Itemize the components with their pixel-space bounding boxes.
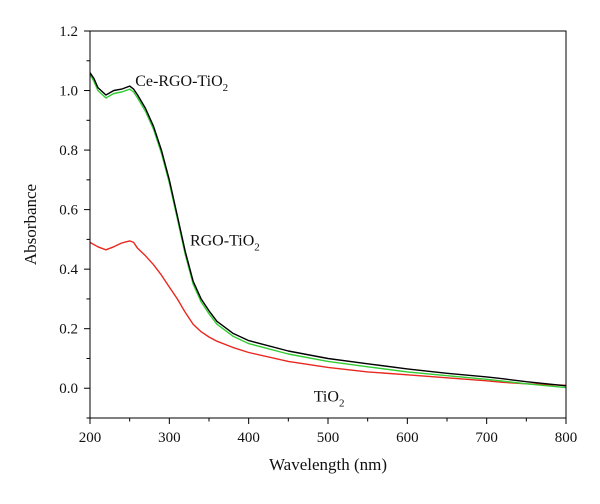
y-tick-label: 1.2 — [59, 24, 78, 40]
x-axis-title: Wavelength (nm) — [269, 455, 387, 474]
series-line-1 — [89, 73, 567, 389]
series-annotation-0: Ce-RGO-TiO2 — [135, 73, 228, 94]
axis-ticks — [84, 30, 567, 424]
y-tick-label: 0.2 — [59, 322, 78, 338]
y-tick-label: 0.8 — [59, 143, 78, 159]
x-tick-label: 600 — [396, 430, 419, 446]
plot-lines — [89, 72, 567, 389]
x-tick-label: 400 — [237, 430, 260, 446]
x-tick-label: 500 — [317, 430, 340, 446]
tick-labels: 200 300 400 500 600 700 800 0.0 0.2 0.4 0.6 0.8 1.0 1… — [59, 24, 577, 446]
series-line-2 — [89, 240, 567, 386]
y-tick-label: 0.0 — [59, 381, 78, 397]
x-tick-label: 300 — [158, 430, 181, 446]
series-annotation-1: RGO-TiO2 — [190, 232, 260, 253]
y-axis-title: Absorbance — [21, 184, 40, 265]
x-tick-label: 800 — [555, 430, 578, 446]
y-tick-label: 0.6 — [59, 203, 78, 219]
x-tick-label: 700 — [475, 430, 498, 446]
annotations: Ce-RGO-TiO2 RGO-TiO2 TiO2 — [135, 73, 344, 410]
y-tick-label: 0.4 — [59, 262, 78, 278]
series-annotation-2: TiO2 — [314, 389, 345, 410]
x-tick-label: 200 — [79, 430, 102, 446]
y-tick-label: 1.0 — [59, 84, 78, 100]
series-line-0 — [89, 72, 567, 387]
